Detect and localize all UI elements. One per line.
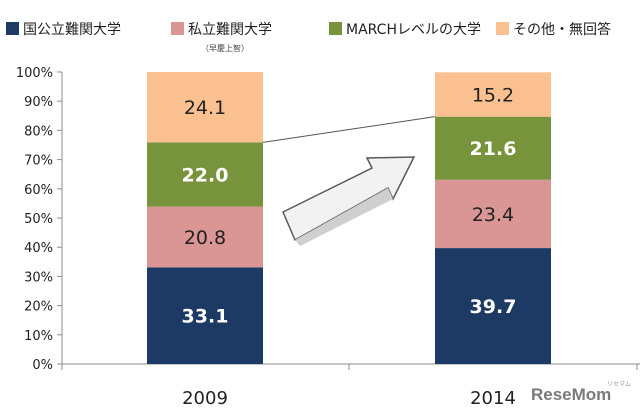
bar-segment <box>435 116 551 180</box>
connector-line <box>262 116 436 143</box>
legend-swatch <box>496 22 509 35</box>
y-tick-label: 0% <box>32 358 53 373</box>
y-tick-label: 70% <box>24 154 53 169</box>
data-label: 20.8 <box>184 227 226 249</box>
bar-segment <box>435 179 551 249</box>
data-label: 24.1 <box>184 97 226 119</box>
data-label: 15.2 <box>472 84 514 106</box>
x-axis-labels: 2009 2014 <box>182 388 516 409</box>
bar-segment <box>147 206 263 268</box>
data-label: 33.1 <box>182 306 229 328</box>
bar-segment <box>435 248 551 364</box>
annotations <box>262 116 436 246</box>
bars: 33.1 20.8 22.0 24.1 39.7 23.4 21.6 15.2 <box>147 72 551 364</box>
data-label: 21.6 <box>470 138 517 160</box>
y-tick-label: 50% <box>24 212 53 227</box>
legend-swatch <box>329 22 342 35</box>
legend-label: MARCHレベルの大学 <box>346 22 481 38</box>
category-label: 2014 <box>470 388 516 409</box>
y-tick-label: 60% <box>24 183 53 198</box>
legend-label: 私立難関大学 <box>188 22 272 38</box>
data-label: 23.4 <box>472 204 514 226</box>
y-tick-label: 30% <box>24 270 53 285</box>
legend: 国公立難関大学 私立難関大学 （早慶上智） MARCHレベルの大学 その他・無回答 <box>6 21 611 53</box>
watermark-sub: リセマム <box>607 381 631 388</box>
bar-segment <box>147 267 263 364</box>
trend-arrow <box>282 156 416 242</box>
bar-segment <box>147 72 263 143</box>
data-label: 39.7 <box>470 296 517 318</box>
y-tick-label: 90% <box>24 95 53 110</box>
y-tick-label: 10% <box>24 329 53 344</box>
y-tick-label: 20% <box>24 300 53 315</box>
trend-arrow-shadow <box>295 188 393 246</box>
legend-swatch <box>171 22 184 35</box>
bar-segment <box>435 72 551 117</box>
legend-label: その他・無回答 <box>513 21 611 38</box>
category-label: 2009 <box>182 388 228 409</box>
legend-note: （早慶上智） <box>201 43 249 53</box>
y-tick-label: 80% <box>24 124 53 139</box>
y-tick-label: 100% <box>16 66 53 81</box>
data-label: 22.0 <box>182 164 229 186</box>
legend-swatch <box>6 22 19 35</box>
watermark-logo: ReseMom <box>531 385 611 404</box>
bar-segment <box>147 142 263 207</box>
y-axis: 0% 10% 20% 30% 40% 50% 60% 70% 80% 90% 100% <box>16 66 640 373</box>
y-tick-label: 40% <box>24 241 53 256</box>
legend-label: 国公立難関大学 <box>23 22 121 38</box>
